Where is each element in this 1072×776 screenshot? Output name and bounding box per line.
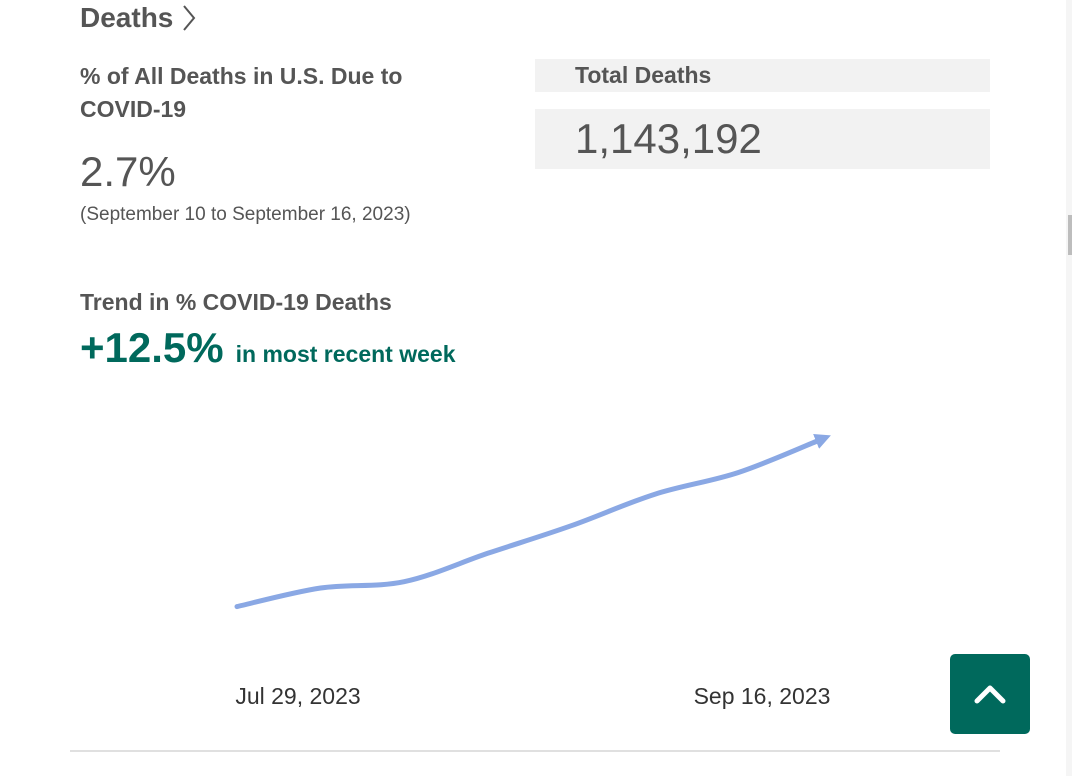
percent-deaths-heading: % of All Deaths in U.S. Due to COVID-19 xyxy=(80,63,403,122)
trend-label: in most recent week xyxy=(235,341,456,367)
trend-chart: Jul 29, 2023 Sep 16, 2023 xyxy=(234,433,831,709)
deaths-section-link[interactable]: Deaths xyxy=(80,2,197,34)
x-tick-label: Jul 29, 2023 xyxy=(235,683,360,709)
scrollbar-track[interactable] xyxy=(1066,0,1072,776)
total-deaths-label: Total Deaths xyxy=(535,59,990,92)
trend-percent: +12.5% xyxy=(80,324,224,371)
x-tick-label: Sep 16, 2023 xyxy=(694,683,831,709)
percent-deaths-range: (September 10 to September 16, 2023) xyxy=(80,204,411,225)
percent-deaths-value: 2.7% xyxy=(80,148,176,195)
trend-summary: +12.5% in most recent week xyxy=(80,324,455,372)
section-divider xyxy=(70,750,1000,752)
trend-heading: Trend in % COVID-19 Deaths xyxy=(80,289,392,315)
trend-series-line xyxy=(234,433,831,610)
section-title: Deaths xyxy=(80,2,174,33)
total-deaths-value: 1,143,192 xyxy=(535,109,990,169)
chevron-right-icon xyxy=(183,5,196,31)
back-to-top-button[interactable] xyxy=(950,654,1030,734)
chevron-up-icon xyxy=(974,685,1006,704)
scrollbar-thumb[interactable] xyxy=(1068,215,1072,255)
